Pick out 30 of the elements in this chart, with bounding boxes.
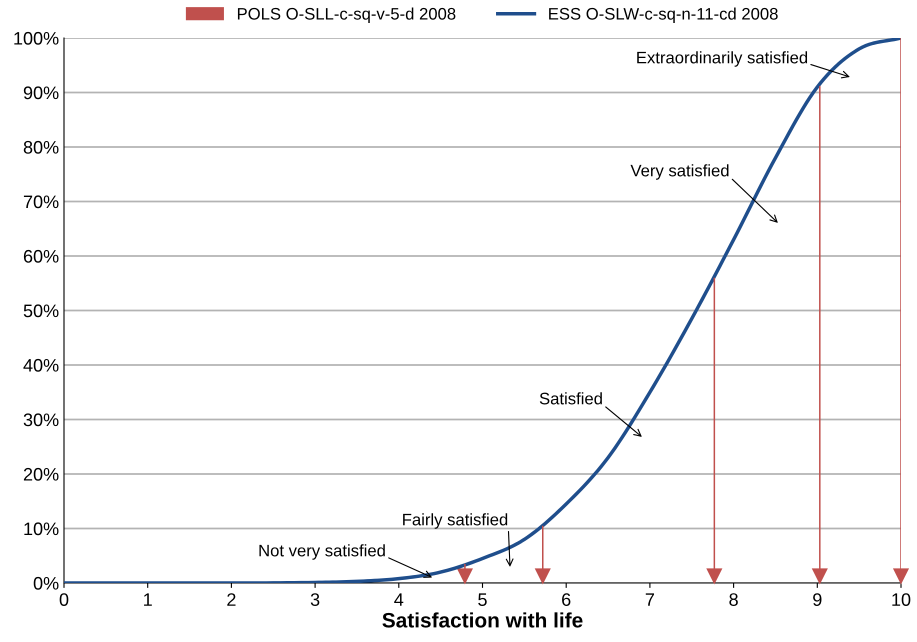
- x-tick-label: 6: [562, 593, 570, 606]
- y-tick-label: 30%: [24, 413, 58, 426]
- y-tick-label: 70%: [24, 195, 58, 208]
- x-tick-label: 2: [227, 593, 236, 606]
- annotation: Extraordinarily satisfied: [637, 51, 808, 67]
- x-tick-label: 1: [144, 593, 152, 606]
- legend-label: ESS O-SLW-c-sq-n-11-cd 2008: [549, 7, 778, 23]
- y-tick-label: 90%: [24, 86, 58, 100]
- y-tick-label: 40%: [23, 358, 58, 372]
- annotation: Satisfied: [540, 392, 602, 404]
- x-tick-label: 7: [646, 593, 654, 606]
- y-tick-label: 50%: [24, 304, 58, 318]
- x-tick-label: 4: [394, 593, 404, 606]
- annotation: Fairly satisfied: [403, 513, 508, 529]
- y-tick-label: 20%: [24, 468, 58, 481]
- y-tick-label: 60%: [24, 250, 58, 263]
- legend-label: POLS O-SLL-c-sq-v-5-d 2008: [238, 7, 456, 23]
- annotation: Not very satisfied: [259, 544, 385, 560]
- y-tick-label: 100%: [14, 32, 58, 45]
- x-tick-label: 10: [892, 593, 910, 606]
- x-tick-label: 0: [60, 593, 68, 606]
- y-tick-label: 80%: [24, 140, 58, 154]
- x-tick-label: 3: [310, 593, 320, 606]
- x-tick-label: 5: [478, 593, 487, 606]
- y-tick-label: 0%: [34, 576, 58, 590]
- annotation: Very satisfied: [630, 164, 728, 180]
- y-tick-label: 10%: [24, 522, 58, 536]
- x-tick-label: 9: [813, 593, 822, 606]
- x-tick-label: 8: [729, 593, 738, 606]
- x-axis-title: Satisfaction with life: [382, 612, 583, 628]
